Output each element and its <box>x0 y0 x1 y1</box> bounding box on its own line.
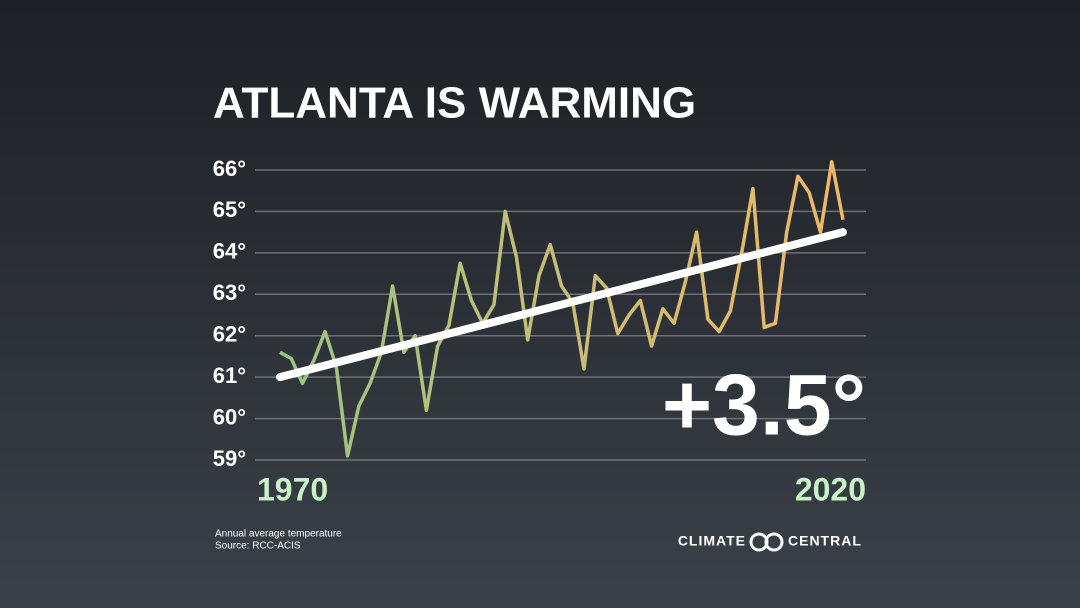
x-tick-label: 2020 <box>795 471 866 507</box>
x-tick-label: 1970 <box>257 471 328 507</box>
y-tick-label: 60° <box>213 404 246 429</box>
y-tick-label: 66° <box>213 156 246 181</box>
y-tick-label: 62° <box>213 322 246 347</box>
brand: CLIMATE <box>678 533 746 549</box>
footnote: Source: RCC-ACIS <box>215 541 301 552</box>
y-tick-label: 65° <box>213 197 246 222</box>
y-tick-label: 59° <box>213 446 246 471</box>
brand: CENTRAL <box>788 533 862 549</box>
brand-logo <box>749 532 784 552</box>
chart-title: ATLANTA IS WARMING <box>213 79 696 128</box>
y-tick-label: 64° <box>213 239 246 264</box>
y-tick-label: 63° <box>213 280 246 305</box>
annotation: +3.5° <box>662 358 866 454</box>
trend-line <box>276 228 847 382</box>
y-tick-label: 61° <box>213 363 246 388</box>
data-line <box>279 159 845 458</box>
footnote: Annual average temperature <box>215 529 342 540</box>
